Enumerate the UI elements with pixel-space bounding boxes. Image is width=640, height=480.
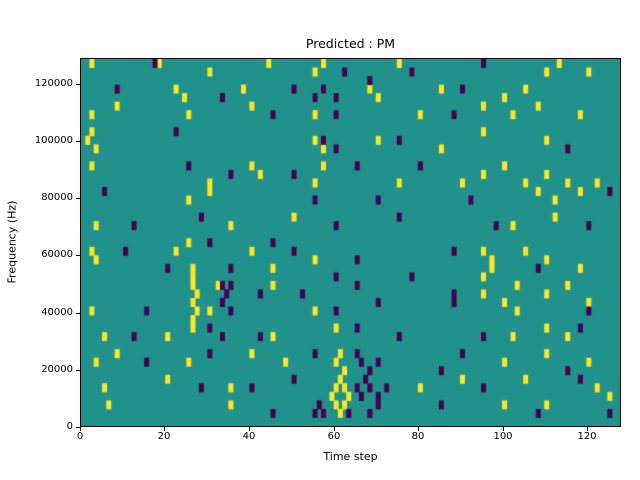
x-tick-mark	[164, 427, 165, 431]
x-tick-mark	[503, 427, 504, 431]
y-tick-mark	[76, 427, 80, 428]
y-tick-mark	[76, 141, 80, 142]
x-tick-mark	[587, 427, 588, 431]
y-tick-label: 0	[66, 421, 73, 432]
x-tick-label: 0	[76, 431, 84, 442]
x-tick-label: 80	[411, 431, 425, 442]
y-tick-label: 20000	[41, 364, 73, 375]
y-tick-label: 60000	[41, 249, 73, 260]
x-tick-mark	[80, 427, 81, 431]
plot-title: Predicted : PM	[305, 36, 396, 51]
x-tick-label: 60	[327, 431, 341, 442]
plot-area	[80, 58, 621, 427]
y-tick-label: 100000	[34, 135, 73, 146]
y-tick-mark	[76, 370, 80, 371]
y-tick-label: 80000	[41, 192, 73, 203]
x-tick-mark	[334, 427, 335, 431]
y-tick-mark	[76, 198, 80, 199]
y-tick-label: 40000	[41, 307, 73, 318]
x-tick-label: 120	[577, 431, 597, 442]
x-tick-mark	[418, 427, 419, 431]
x-tick-label: 20	[157, 431, 171, 442]
heatmap-canvas	[81, 59, 620, 426]
x-axis-label: Time step	[323, 450, 378, 463]
y-tick-mark	[76, 255, 80, 256]
x-tick-label: 100	[493, 431, 513, 442]
x-tick-mark	[249, 427, 250, 431]
y-axis-label: Frequency (Hz)	[5, 200, 19, 284]
y-tick-label: 120000	[34, 78, 73, 89]
x-tick-label: 40	[242, 431, 256, 442]
y-tick-mark	[76, 313, 80, 314]
y-tick-mark	[76, 84, 80, 85]
